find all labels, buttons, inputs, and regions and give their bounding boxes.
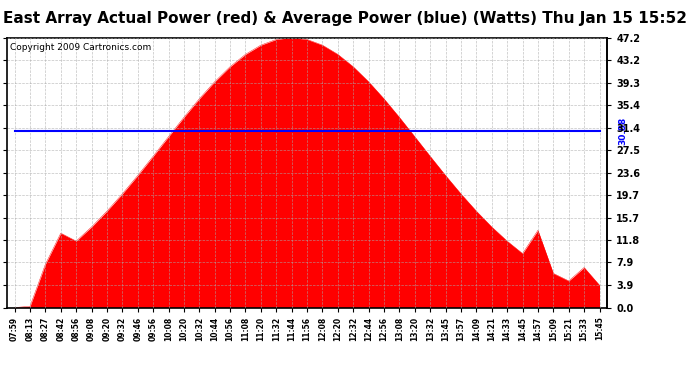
Text: 30.88: 30.88 <box>618 117 627 145</box>
Text: East Array Actual Power (red) & Average Power (blue) (Watts) Thu Jan 15 15:52: East Array Actual Power (red) & Average … <box>3 11 687 26</box>
Text: Copyright 2009 Cartronics.com: Copyright 2009 Cartronics.com <box>10 43 151 52</box>
